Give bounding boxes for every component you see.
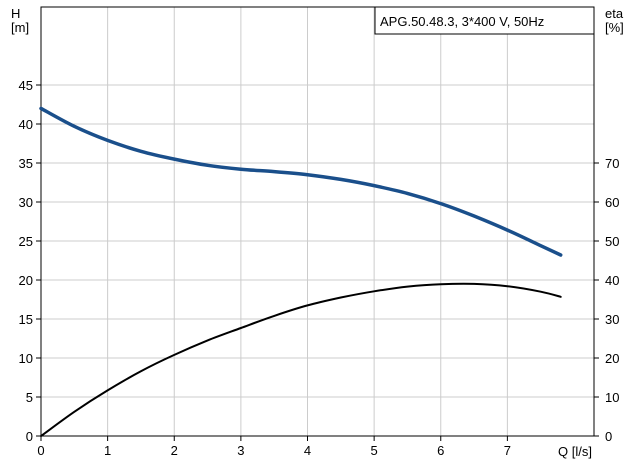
- y-tick-label: 30: [19, 195, 33, 210]
- y-axis-unit: [m]: [11, 20, 29, 35]
- y2-axis-unit: [%]: [605, 20, 624, 35]
- y2-tick-label: 60: [605, 195, 619, 210]
- y-axis-label: H: [11, 6, 20, 21]
- x-tick-label: 6: [437, 443, 444, 458]
- y-tick-label: 10: [19, 351, 33, 366]
- title-box: APG.50.48.3, 3*400 V, 50Hz: [374, 6, 595, 35]
- axis-labels: H [m] eta [%] Q [l/s]: [11, 6, 624, 459]
- x-tick-label: 2: [171, 443, 178, 458]
- y2-tick-label: 40: [605, 273, 619, 288]
- y-tick-label: 15: [19, 312, 33, 327]
- x-tick-label: 4: [304, 443, 311, 458]
- x-tick-label: 5: [371, 443, 378, 458]
- tick-labels: 0 1 2 3 4 5 6 705101520253035404501020304050607…: [19, 78, 620, 458]
- y2-tick-label: 50: [605, 234, 619, 249]
- x-tick-label: 7: [504, 443, 511, 458]
- series-lines: [39, 106, 563, 437]
- grid-lines: [41, 7, 594, 436]
- y-tick-label: 0: [26, 429, 33, 444]
- y2-tick-label: 70: [605, 156, 619, 171]
- y-tick-label: 25: [19, 234, 33, 249]
- y-tick-label: 5: [26, 390, 33, 405]
- y-tick-label: 20: [19, 273, 33, 288]
- chart-title: APG.50.48.3, 3*400 V, 50Hz: [380, 14, 544, 29]
- y-tick-label: 40: [19, 117, 33, 132]
- y-tick-label: 45: [19, 78, 33, 93]
- plot-frame: [40, 6, 595, 437]
- y2-axis-label: eta: [605, 6, 624, 21]
- x-tick-label: 3: [237, 443, 244, 458]
- y2-tick-label: 0: [605, 429, 612, 444]
- head-curve: [39, 106, 563, 257]
- x-tick-label: 0: [37, 443, 44, 458]
- y2-tick-label: 10: [605, 390, 619, 405]
- x-tick-label: 1: [104, 443, 111, 458]
- efficiency-curve: [40, 282, 562, 437]
- x-axis-label: Q [l/s]: [558, 444, 592, 459]
- y2-tick-label: 20: [605, 351, 619, 366]
- y-tick-label: 35: [19, 156, 33, 171]
- title-frame: [374, 6, 595, 35]
- y2-tick-label: 30: [605, 312, 619, 327]
